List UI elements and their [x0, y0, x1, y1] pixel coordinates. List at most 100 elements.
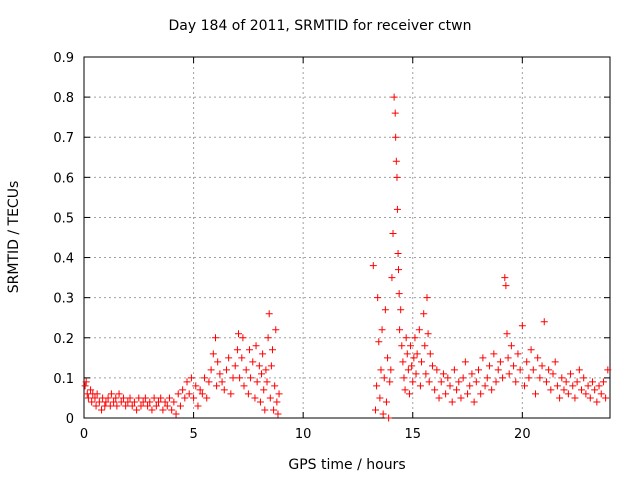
data-point	[212, 334, 219, 342]
data-point	[251, 394, 259, 402]
data-point	[225, 354, 233, 362]
x-axis-label: GPS time / hours	[288, 457, 406, 473]
data-point	[249, 358, 257, 366]
data-point	[403, 350, 411, 358]
data-point	[407, 342, 415, 350]
data-point	[387, 366, 395, 374]
data-point	[144, 402, 152, 410]
data-point	[233, 346, 241, 354]
data-point	[501, 274, 509, 282]
data-point	[564, 390, 572, 398]
data-point	[444, 374, 452, 382]
data-point	[198, 390, 206, 398]
data-point	[485, 362, 493, 370]
data-point	[595, 382, 603, 390]
data-point	[240, 382, 248, 390]
data-point	[396, 326, 404, 334]
data-point	[542, 378, 550, 386]
y-axis-ticks: 0 0.1 0.2 0.3 0.4 0.5 0.6 0.7 0.8 0.9	[53, 51, 610, 427]
data-point	[584, 382, 592, 390]
data-point	[259, 350, 267, 358]
x-tick-label: 10	[295, 427, 312, 442]
data-point	[448, 398, 456, 406]
data-point	[168, 406, 176, 414]
data-point	[229, 374, 237, 382]
data-point	[437, 378, 445, 386]
data-point	[466, 382, 474, 390]
data-point	[377, 366, 385, 374]
data-point	[504, 354, 512, 362]
data-point	[591, 386, 599, 394]
data-point	[395, 290, 403, 298]
data-point	[413, 350, 421, 358]
data-point	[263, 378, 271, 386]
data-point	[404, 366, 412, 374]
data-point	[379, 410, 387, 418]
y-tick-label: 0.6	[53, 171, 74, 186]
data-point	[461, 358, 469, 366]
data-point	[588, 378, 596, 386]
data-point	[496, 358, 504, 366]
data-point	[397, 306, 405, 314]
data-point	[106, 402, 114, 410]
data-point	[266, 394, 274, 402]
data-point	[165, 394, 173, 402]
data-point	[272, 326, 280, 334]
data-point	[380, 374, 388, 382]
data-point	[421, 342, 429, 350]
y-tick-label: 0.8	[53, 91, 74, 106]
data-point	[256, 398, 264, 406]
data-point	[402, 334, 410, 342]
data-point	[510, 362, 518, 370]
data-point	[374, 294, 382, 302]
data-point	[98, 406, 106, 414]
data-point	[271, 382, 279, 390]
data-point	[391, 109, 399, 117]
data-point	[384, 354, 392, 362]
data-point	[435, 394, 443, 402]
data-point	[604, 366, 612, 374]
data-point	[128, 402, 136, 410]
data-point	[569, 382, 577, 390]
data-point	[475, 366, 482, 374]
data-point	[262, 366, 270, 374]
x-tick-label: 20	[514, 427, 531, 442]
data-point	[527, 346, 535, 354]
data-point	[369, 262, 377, 270]
data-point	[551, 358, 559, 366]
data-point	[428, 362, 436, 370]
data-point	[505, 370, 513, 378]
data-point	[187, 374, 195, 382]
data-point	[531, 390, 539, 398]
data-point	[135, 394, 143, 402]
data-point	[389, 229, 397, 237]
data-point	[260, 386, 268, 394]
data-point	[573, 378, 581, 386]
data-point	[499, 374, 507, 382]
x-tick-label: 0	[80, 427, 88, 442]
data-point	[273, 398, 281, 406]
data-point	[479, 354, 487, 362]
y-tick-label: 0.4	[53, 252, 74, 267]
data-point	[192, 382, 200, 390]
data-point	[235, 330, 243, 338]
data-point	[412, 370, 420, 378]
data-point	[179, 386, 187, 394]
data-point	[518, 322, 526, 330]
data-point	[181, 394, 189, 402]
data-point	[450, 366, 458, 374]
data-point	[420, 310, 428, 318]
data-point	[545, 366, 553, 374]
data-point	[599, 378, 607, 386]
data-point	[222, 366, 230, 374]
data-point	[502, 282, 510, 290]
data-point	[373, 382, 381, 390]
data-point	[92, 402, 100, 410]
data-point	[209, 350, 217, 358]
data-point	[392, 133, 400, 141]
data-point	[422, 370, 430, 378]
data-point	[494, 366, 502, 374]
data-point	[203, 394, 211, 402]
data-point	[549, 370, 557, 378]
data-point	[516, 366, 524, 374]
